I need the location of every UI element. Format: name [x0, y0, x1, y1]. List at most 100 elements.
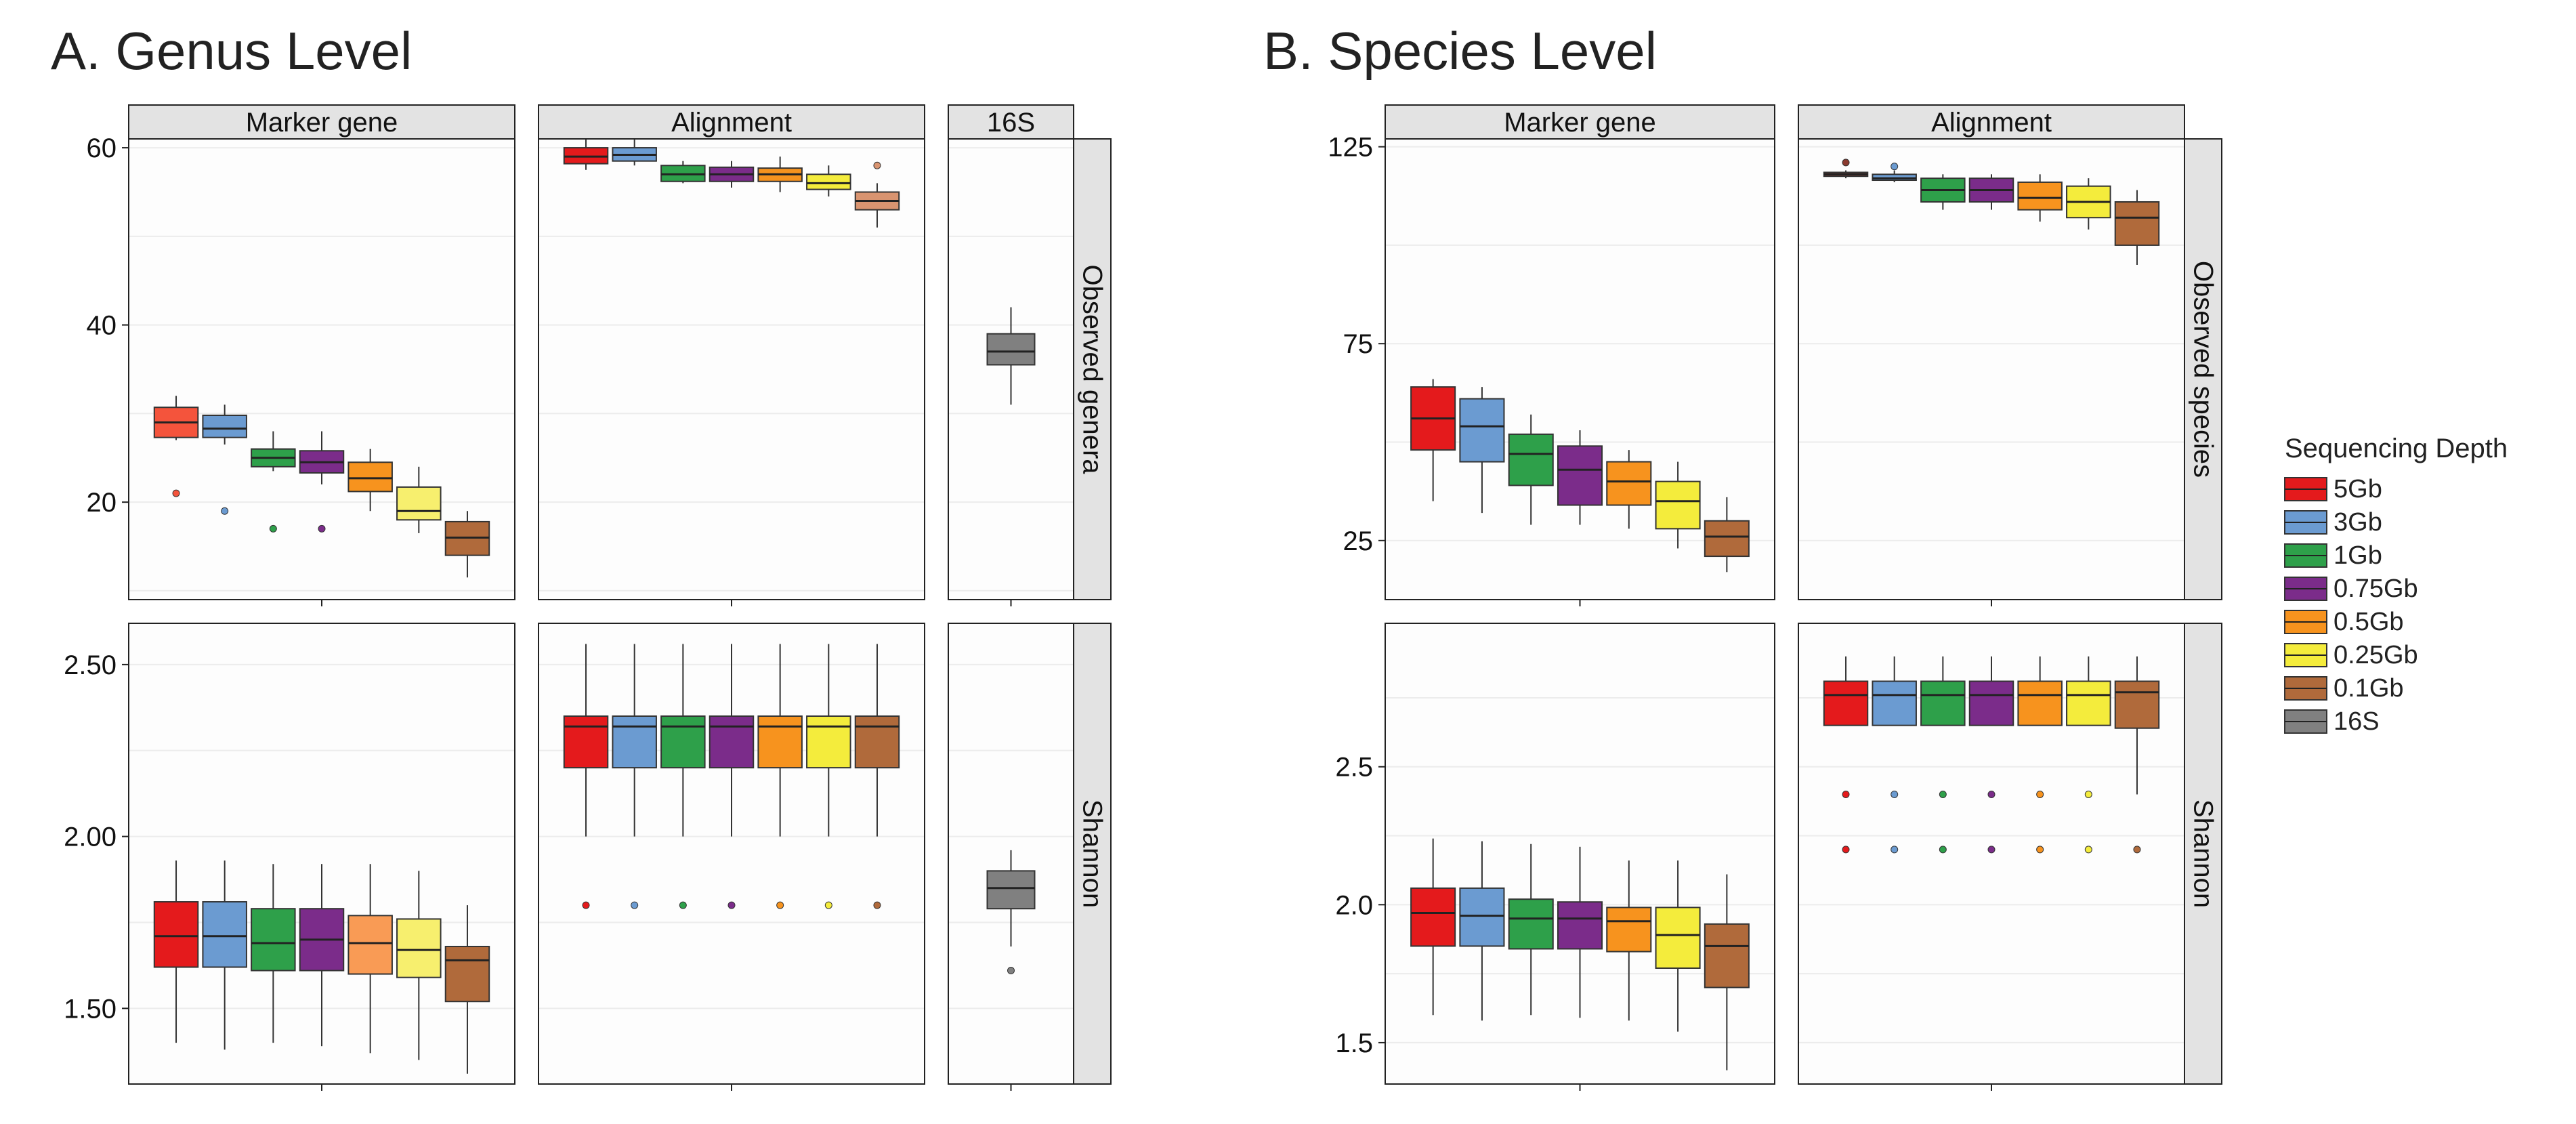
box-0-5gb[interactable]: [2017, 174, 2063, 222]
box-5gb[interactable]: [1823, 159, 1869, 179]
box-3gb[interactable]: [1872, 163, 1917, 182]
box-body[interactable]: [2017, 181, 2063, 211]
box-0-75gb[interactable]: [709, 161, 755, 188]
box-body[interactable]: [396, 918, 442, 978]
box-body[interactable]: [612, 715, 657, 769]
box-3gb[interactable]: [612, 644, 657, 909]
box-body[interactable]: [2114, 201, 2160, 246]
box-1gb[interactable]: [660, 161, 706, 184]
box-body[interactable]: [444, 946, 490, 1003]
box-3gb[interactable]: [1459, 841, 1505, 1021]
box-3gb[interactable]: [1459, 387, 1505, 514]
box-body[interactable]: [1968, 680, 2014, 726]
box-0-75gb[interactable]: [1968, 656, 2014, 854]
box-0-5gb[interactable]: [757, 644, 803, 909]
box-0-5gb[interactable]: [1606, 450, 1652, 529]
box-0-1gb[interactable]: [1704, 874, 1750, 1070]
box-1gb[interactable]: [1508, 844, 1554, 1016]
box-1gb[interactable]: [660, 644, 706, 909]
box-body[interactable]: [1459, 887, 1505, 947]
box-body[interactable]: [2114, 680, 2160, 729]
box-0-75gb[interactable]: [1557, 846, 1603, 1018]
box-16s[interactable]: [986, 307, 1036, 405]
box-0-1gb[interactable]: [2114, 190, 2160, 265]
box-body[interactable]: [347, 915, 393, 975]
box-body[interactable]: [202, 901, 247, 968]
box-0-75gb[interactable]: [1557, 430, 1603, 525]
box-body[interactable]: [2066, 680, 2111, 726]
box-5gb[interactable]: [563, 644, 609, 909]
box-0-75gb[interactable]: [709, 644, 755, 909]
box-3gb[interactable]: [202, 404, 247, 515]
box-5gb[interactable]: [1410, 379, 1456, 501]
box-0-75gb[interactable]: [299, 864, 345, 1047]
box-body[interactable]: [757, 715, 803, 769]
box-0-25gb[interactable]: [396, 466, 442, 533]
box-body[interactable]: [806, 715, 851, 769]
box-1gb[interactable]: [251, 431, 296, 533]
box-0-25gb[interactable]: [806, 165, 851, 196]
box-body[interactable]: [1655, 907, 1701, 969]
box-1gb[interactable]: [1920, 174, 1966, 210]
box-body[interactable]: [1508, 898, 1554, 950]
box-0-75gb[interactable]: [299, 431, 345, 533]
box-body[interactable]: [1557, 901, 1603, 950]
box-0-75gb[interactable]: [1968, 174, 2014, 210]
box-0-5gb[interactable]: [757, 157, 803, 192]
box-0-1gb[interactable]: [444, 905, 490, 1074]
box-0-25gb[interactable]: [2066, 178, 2111, 230]
box-body[interactable]: [1704, 923, 1750, 988]
box-body[interactable]: [660, 715, 706, 769]
strip-label-shannon: Shannon: [1078, 799, 1107, 908]
box-body[interactable]: [347, 461, 393, 493]
box-1gb[interactable]: [1920, 656, 1966, 854]
box-3gb[interactable]: [612, 139, 657, 166]
box-3gb[interactable]: [1872, 656, 1917, 854]
box-16s[interactable]: [986, 850, 1036, 975]
box-0-25gb[interactable]: [2066, 656, 2111, 854]
box-1gb[interactable]: [251, 864, 296, 1043]
box-body[interactable]: [396, 486, 442, 521]
box-body[interactable]: [1606, 461, 1652, 506]
box-body[interactable]: [986, 870, 1036, 910]
box-0-25gb[interactable]: [396, 871, 442, 1060]
box-body[interactable]: [854, 715, 900, 769]
box-3gb[interactable]: [202, 860, 247, 1050]
box-5gb[interactable]: [1410, 838, 1456, 1016]
box-body[interactable]: [1410, 887, 1456, 947]
box-body[interactable]: [153, 901, 199, 968]
box-body[interactable]: [1459, 398, 1505, 463]
box-5gb[interactable]: [563, 139, 609, 170]
box-body[interactable]: [709, 715, 755, 769]
box-body[interactable]: [563, 715, 609, 769]
box-0-5gb[interactable]: [1606, 860, 1652, 1021]
box-5gb[interactable]: [153, 860, 199, 1043]
box-0-1gb[interactable]: [2114, 656, 2160, 854]
box-body[interactable]: [1704, 520, 1750, 558]
box-0-5gb[interactable]: [2017, 656, 2063, 854]
box-body[interactable]: [986, 333, 1036, 366]
box-0-25gb[interactable]: [1655, 461, 1701, 549]
box-0-5gb[interactable]: [347, 449, 393, 512]
box-body[interactable]: [202, 415, 247, 438]
box-body[interactable]: [1606, 907, 1652, 953]
box-0-1gb[interactable]: [1704, 497, 1750, 573]
box-0-1gb[interactable]: [854, 644, 900, 909]
box-0-1gb[interactable]: [444, 511, 490, 578]
box-body[interactable]: [1920, 680, 1966, 726]
box-body[interactable]: [1508, 433, 1554, 486]
box-body[interactable]: [1557, 445, 1603, 506]
box-5gb[interactable]: [153, 396, 199, 497]
box-0-1gb[interactable]: [854, 161, 900, 228]
box-body[interactable]: [251, 908, 296, 972]
box-body[interactable]: [1823, 680, 1869, 726]
box-body[interactable]: [1655, 480, 1701, 530]
box-1gb[interactable]: [1508, 414, 1554, 525]
box-body[interactable]: [2017, 680, 2063, 726]
box-0-5gb[interactable]: [347, 864, 393, 1054]
box-body[interactable]: [806, 173, 851, 190]
box-5gb[interactable]: [1823, 656, 1869, 854]
box-body[interactable]: [1872, 680, 1917, 726]
box-0-25gb[interactable]: [1655, 860, 1701, 1032]
box-0-25gb[interactable]: [806, 644, 851, 909]
